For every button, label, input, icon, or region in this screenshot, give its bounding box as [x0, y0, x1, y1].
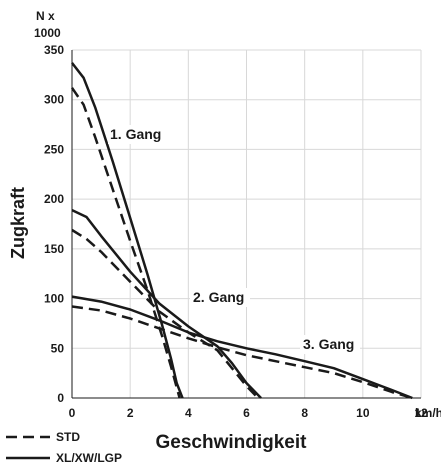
x-tick-label: 8	[301, 406, 308, 420]
legend: STD XL/XW/LGP	[6, 430, 122, 465]
series-line-dashed-5	[71, 305, 413, 400]
annotation-gang-1: 1. Gang	[110, 126, 161, 142]
series-line-solid-0	[71, 62, 184, 399]
legend-label-std: STD	[56, 430, 80, 444]
x-tick-label: 10	[356, 406, 370, 420]
annotation-background	[300, 335, 360, 354]
y-tick-label: 0	[57, 391, 64, 405]
y-tick-label: 200	[44, 192, 64, 206]
x-axis-label: Geschwindigkeit	[156, 432, 308, 453]
y-tick-label: 300	[44, 93, 64, 107]
x-tick-label: 12	[414, 406, 428, 420]
x-unit-label: km/h	[415, 406, 441, 420]
annotation-background	[190, 288, 250, 307]
x-tick-label: 0	[69, 406, 76, 420]
legend-label-xl: XL/XW/LGP	[56, 451, 122, 465]
annotation-gang-3: 3. Gang	[303, 336, 354, 352]
y-tick-label: 150	[44, 242, 64, 256]
annotation-gang-2: 2. Gang	[193, 289, 244, 305]
y-tick-label: 250	[44, 142, 64, 156]
y-tick-label: 100	[44, 292, 64, 306]
annotation-background	[108, 125, 168, 144]
y-unit-top: N x	[36, 9, 55, 23]
series-line-dashed-3	[71, 228, 259, 399]
y-unit-bottom: 1000	[34, 26, 61, 40]
series-line-solid-2	[71, 208, 262, 399]
series-line-solid-4	[71, 295, 413, 400]
y-tick-label: 350	[44, 43, 64, 57]
y-tick-label: 50	[51, 341, 65, 355]
axis-ticks: 0 2 4 6 8 10 12 0 50 100 150 200 250 300 350	[44, 43, 428, 420]
x-tick-label: 6	[243, 406, 250, 420]
y-axis-label: Zugkraft	[8, 187, 28, 259]
x-tick-label: 4	[185, 406, 192, 420]
x-tick-label: 2	[127, 406, 134, 420]
series-lines	[70, 62, 413, 400]
